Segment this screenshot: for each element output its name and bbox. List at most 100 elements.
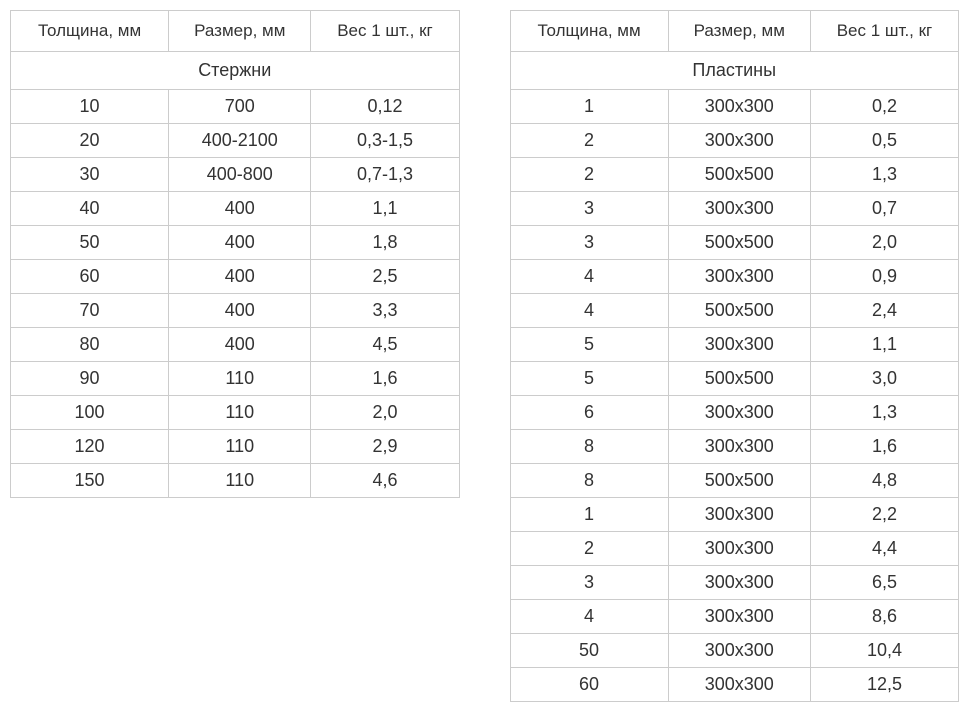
plates-table-body: 1300х3000,22300х3000,52500х5001,33300х30… (510, 90, 959, 702)
table-cell: 500х500 (668, 226, 810, 260)
table-cell: 4 (510, 600, 668, 634)
table-cell: 1,1 (311, 192, 459, 226)
table-cell: 400-2100 (169, 124, 311, 158)
col-header-size: Размер, мм (668, 11, 810, 52)
col-header-weight: Вес 1 шт., кг (311, 11, 459, 52)
table-row: 1300х3002,2 (510, 498, 959, 532)
table-cell: 300х300 (668, 328, 810, 362)
table-cell: 400 (169, 260, 311, 294)
table-cell: 0,7-1,3 (311, 158, 459, 192)
table-cell: 6 (510, 396, 668, 430)
table-cell: 90 (11, 362, 169, 396)
table-row: 4300х3008,6 (510, 600, 959, 634)
table-row: 1501104,6 (11, 464, 460, 498)
table-cell: 40 (11, 192, 169, 226)
table-cell: 500х500 (668, 158, 810, 192)
table-cell: 500х500 (668, 464, 810, 498)
table-cell: 2 (510, 124, 668, 158)
table-row: 6300х3001,3 (510, 396, 959, 430)
table-cell: 4,4 (810, 532, 958, 566)
table-cell: 500х500 (668, 294, 810, 328)
rods-table: Толщина, мм Размер, мм Вес 1 шт., кг Сте… (10, 10, 460, 498)
table-row: 604002,5 (11, 260, 460, 294)
table-cell: 400-800 (169, 158, 311, 192)
tables-container: Толщина, мм Размер, мм Вес 1 шт., кг Сте… (10, 10, 959, 702)
table-row: 2500х5001,3 (510, 158, 959, 192)
table-cell: 3 (510, 192, 668, 226)
table-cell: 300х300 (668, 260, 810, 294)
plates-table-head: Толщина, мм Размер, мм Вес 1 шт., кг Пла… (510, 11, 959, 90)
table-cell: 300х300 (668, 668, 810, 702)
table-cell: 12,5 (810, 668, 958, 702)
table-cell: 300х300 (668, 532, 810, 566)
col-header-thickness: Толщина, мм (11, 11, 169, 52)
table-cell: 120 (11, 430, 169, 464)
table-cell: 0,12 (311, 90, 459, 124)
table-cell: 1,3 (810, 396, 958, 430)
section-header-row: Стержни (11, 52, 460, 90)
table-row: 1300х3000,2 (510, 90, 959, 124)
table-cell: 80 (11, 328, 169, 362)
table-cell: 150 (11, 464, 169, 498)
table-cell: 20 (11, 124, 169, 158)
table-cell: 2 (510, 158, 668, 192)
table-cell: 110 (169, 430, 311, 464)
table-cell: 300х300 (668, 192, 810, 226)
right-table-wrapper: Толщина, мм Размер, мм Вес 1 шт., кг Пла… (510, 10, 960, 702)
table-cell: 4 (510, 260, 668, 294)
table-cell: 2 (510, 532, 668, 566)
table-cell: 400 (169, 226, 311, 260)
table-row: 4300х3000,9 (510, 260, 959, 294)
table-cell: 1,3 (810, 158, 958, 192)
table-row: 4500х5002,4 (510, 294, 959, 328)
table-cell: 300х300 (668, 430, 810, 464)
table-cell: 6,5 (810, 566, 958, 600)
table-cell: 4,5 (311, 328, 459, 362)
table-row: 60300х30012,5 (510, 668, 959, 702)
table-cell: 8 (510, 430, 668, 464)
table-row: 8300х3001,6 (510, 430, 959, 464)
table-cell: 300х300 (668, 124, 810, 158)
table-cell: 400 (169, 294, 311, 328)
table-cell: 60 (11, 260, 169, 294)
table-cell: 10,4 (810, 634, 958, 668)
table-cell: 400 (169, 192, 311, 226)
table-row: 901101,6 (11, 362, 460, 396)
table-cell: 3 (510, 226, 668, 260)
table-cell: 50 (11, 226, 169, 260)
col-header-size: Размер, мм (169, 11, 311, 52)
table-cell: 4,6 (311, 464, 459, 498)
table-row: 3500х5002,0 (510, 226, 959, 260)
table-row: 50300х30010,4 (510, 634, 959, 668)
table-row: 5300х3001,1 (510, 328, 959, 362)
table-cell: 2,5 (311, 260, 459, 294)
table-cell: 1 (510, 90, 668, 124)
rods-table-head: Толщина, мм Размер, мм Вес 1 шт., кг Сте… (11, 11, 460, 90)
table-row: 5500х5003,0 (510, 362, 959, 396)
table-cell: 500х500 (668, 362, 810, 396)
header-row: Толщина, мм Размер, мм Вес 1 шт., кг (510, 11, 959, 52)
table-cell: 3,3 (311, 294, 459, 328)
table-cell: 70 (11, 294, 169, 328)
table-cell: 300х300 (668, 498, 810, 532)
table-cell: 1 (510, 498, 668, 532)
table-row: 30400-8000,7-1,3 (11, 158, 460, 192)
table-cell: 0,3-1,5 (311, 124, 459, 158)
left-table-wrapper: Толщина, мм Размер, мм Вес 1 шт., кг Сте… (10, 10, 460, 702)
table-cell: 3 (510, 566, 668, 600)
table-cell: 10 (11, 90, 169, 124)
header-row: Толщина, мм Размер, мм Вес 1 шт., кг (11, 11, 460, 52)
table-cell: 0,5 (810, 124, 958, 158)
table-row: 704003,3 (11, 294, 460, 328)
table-row: 8500х5004,8 (510, 464, 959, 498)
section-title: Пластины (510, 52, 959, 90)
table-cell: 700 (169, 90, 311, 124)
section-header-row: Пластины (510, 52, 959, 90)
table-cell: 1,6 (810, 430, 958, 464)
table-cell: 100 (11, 396, 169, 430)
table-row: 1001102,0 (11, 396, 460, 430)
table-row: 107000,12 (11, 90, 460, 124)
table-cell: 400 (169, 328, 311, 362)
table-row: 20400-21000,3-1,5 (11, 124, 460, 158)
table-cell: 1,8 (311, 226, 459, 260)
